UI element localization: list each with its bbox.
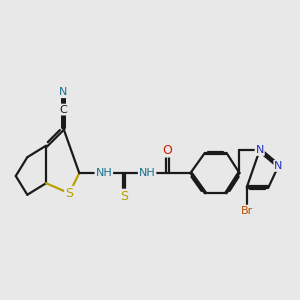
Text: S: S xyxy=(120,190,128,203)
Text: C: C xyxy=(59,105,67,115)
Text: S: S xyxy=(65,187,73,200)
Text: N: N xyxy=(59,87,68,97)
Text: O: O xyxy=(162,143,172,157)
Text: N: N xyxy=(274,161,283,171)
Text: NH: NH xyxy=(95,168,112,178)
Text: Br: Br xyxy=(241,206,253,216)
Text: N: N xyxy=(256,145,264,155)
Text: NH: NH xyxy=(139,168,155,178)
